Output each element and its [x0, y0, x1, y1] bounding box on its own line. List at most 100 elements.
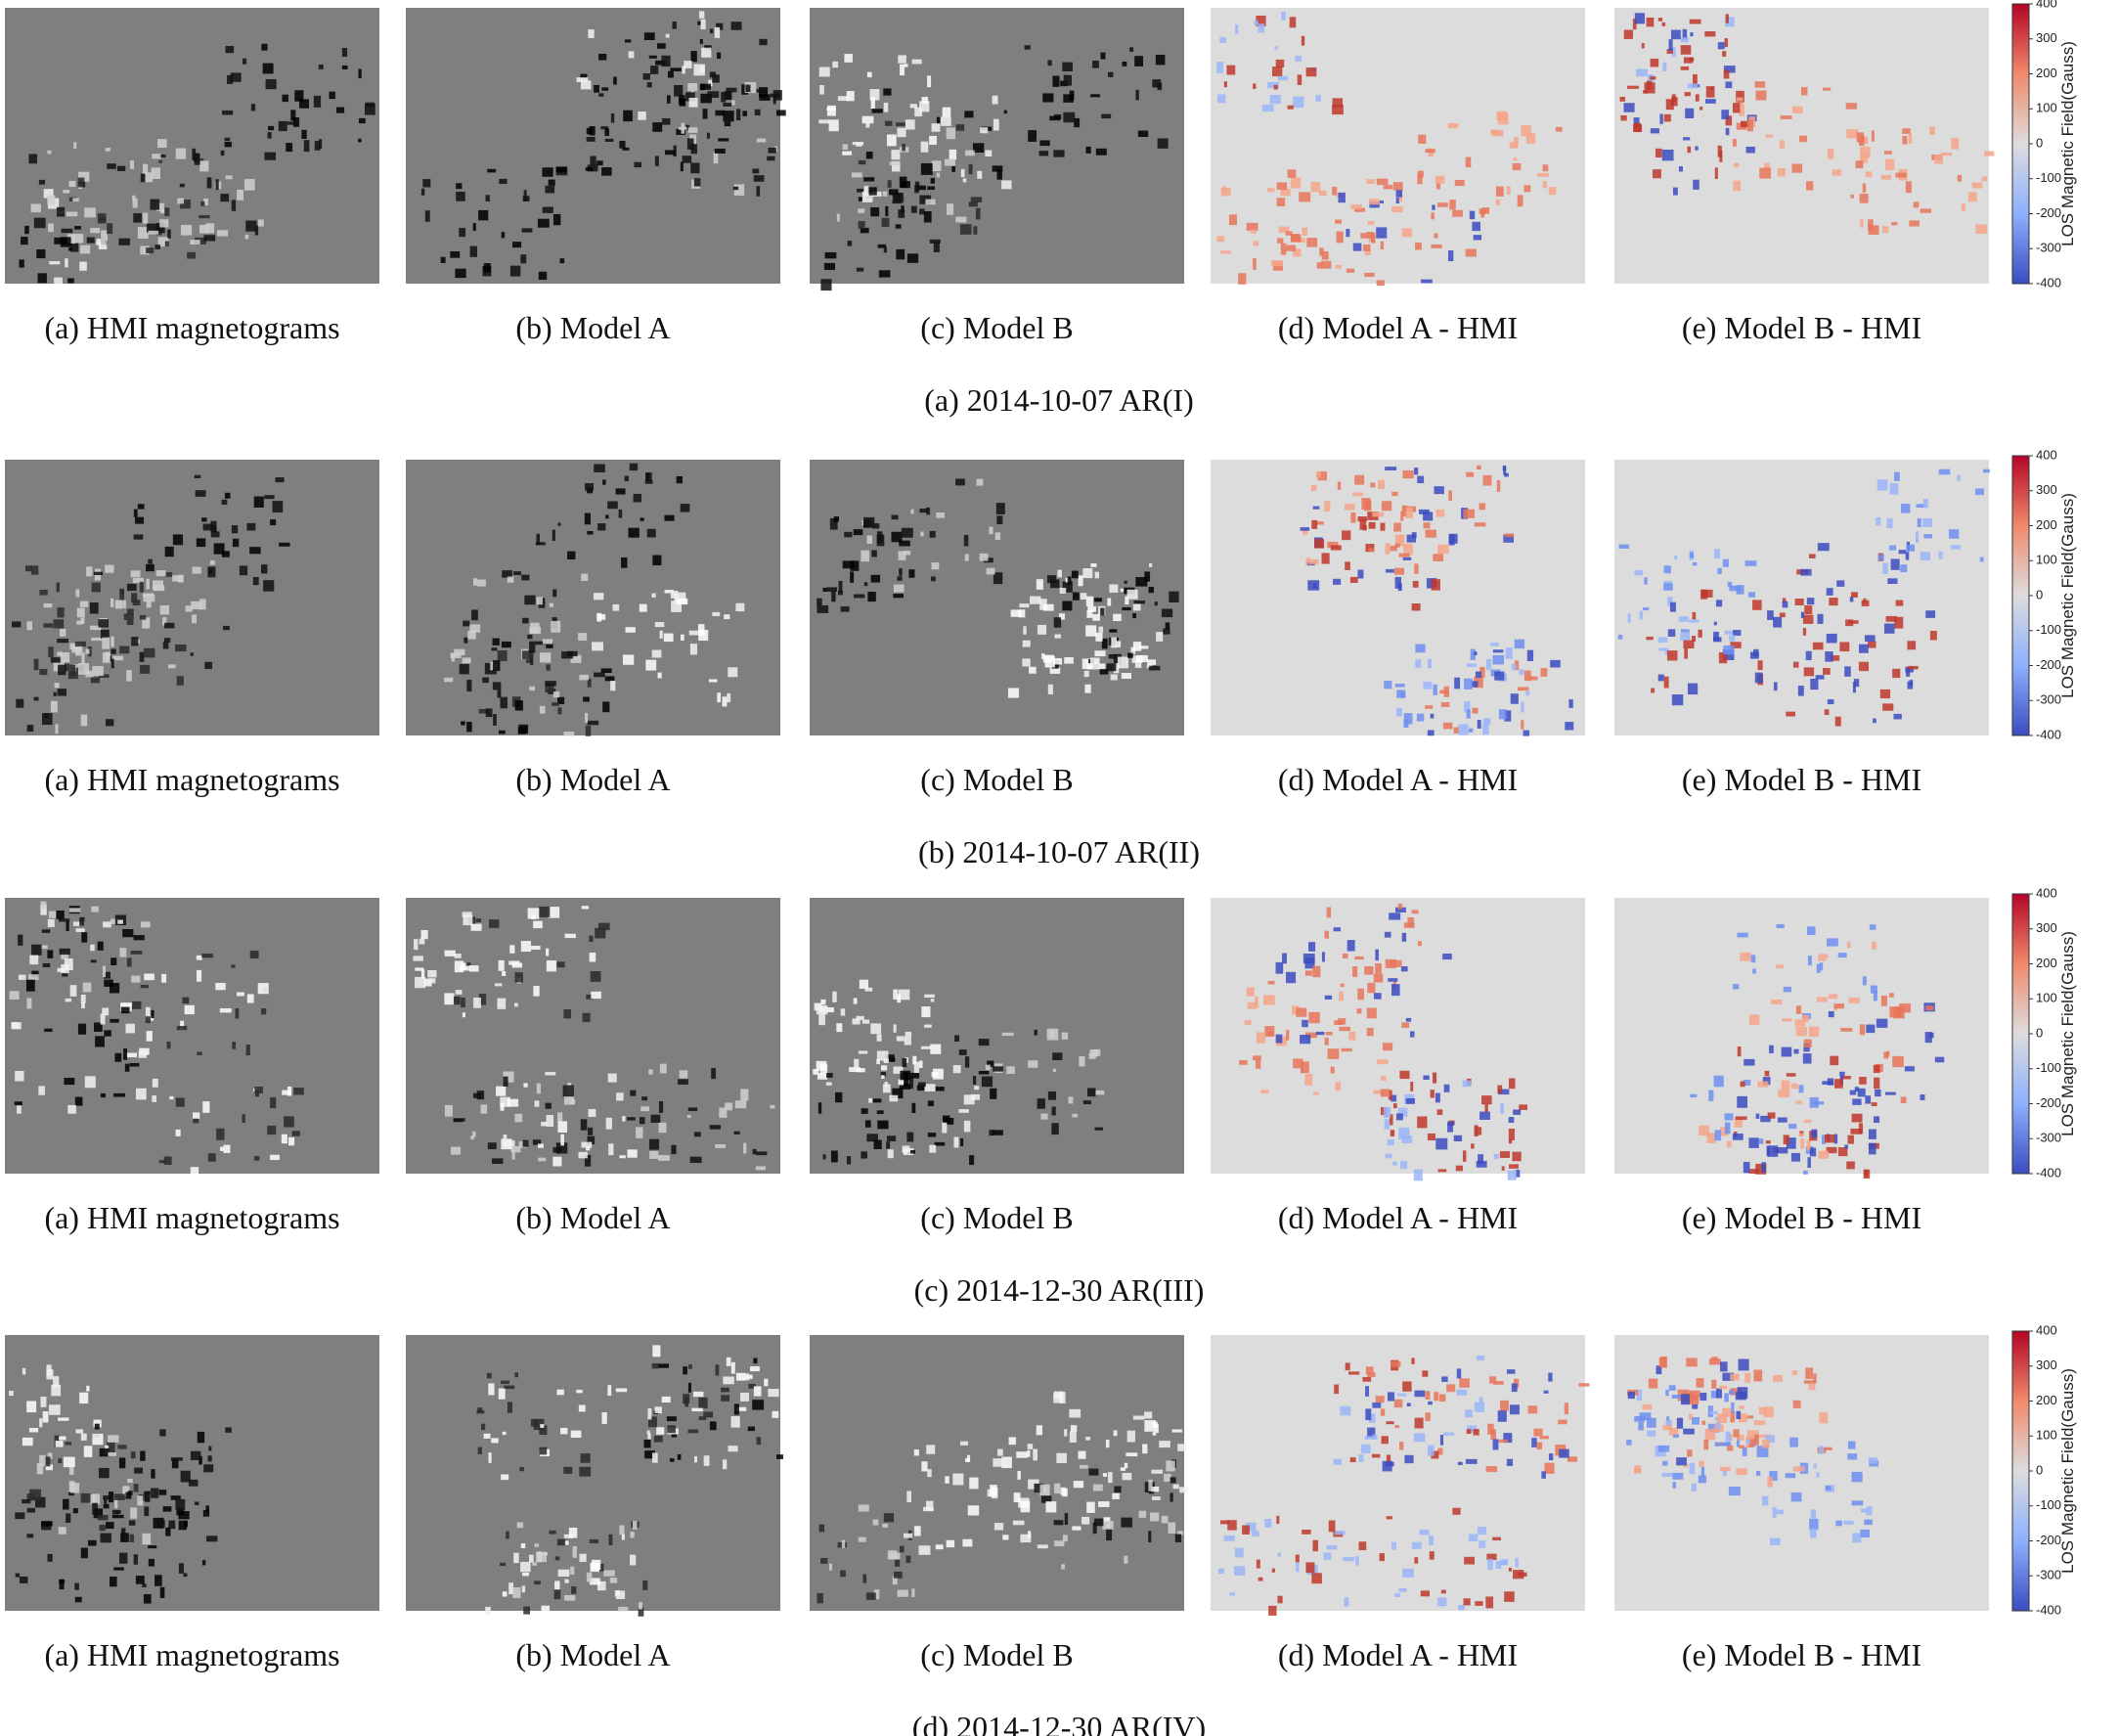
speckle [163, 1156, 172, 1165]
speckle [1800, 568, 1812, 576]
speckle [1381, 1436, 1389, 1445]
speckle [1906, 544, 1916, 552]
speckle [178, 1563, 184, 1574]
speckle [651, 1362, 658, 1369]
speckle [1301, 1061, 1309, 1074]
speckle [968, 163, 973, 175]
speckle [1454, 677, 1461, 690]
speckle [1807, 1157, 1811, 1169]
speckle [232, 1042, 237, 1049]
speckle [364, 104, 375, 115]
speckle [195, 490, 206, 497]
speckle [1435, 1137, 1448, 1150]
speckle [1831, 654, 1840, 661]
speckle [1435, 1092, 1440, 1103]
colorbar-tick-label: 0 [2036, 587, 2043, 601]
speckle [1792, 1466, 1805, 1472]
speckle [1324, 1037, 1329, 1046]
speckle [1706, 1133, 1716, 1143]
speckle [1665, 99, 1674, 111]
speckle [594, 593, 604, 601]
speckle [955, 216, 967, 223]
speckle [117, 1445, 127, 1449]
speckle [147, 1015, 155, 1021]
speckle [420, 968, 425, 979]
speckle [1737, 1095, 1747, 1108]
speckle [1852, 682, 1856, 693]
speckle [1365, 544, 1375, 553]
speckle [501, 641, 511, 648]
speckle [1508, 1138, 1513, 1144]
speckle [927, 75, 932, 88]
speckle [672, 21, 677, 29]
speckle [680, 634, 684, 641]
speckle [76, 607, 85, 618]
speckle [1898, 550, 1907, 555]
speckle [270, 519, 277, 526]
speckle [1860, 146, 1871, 158]
speckle [921, 1006, 931, 1018]
speckle [753, 1358, 758, 1364]
speckle [1893, 713, 1902, 720]
speckle [1003, 110, 1007, 114]
speckle [603, 1570, 615, 1577]
speckle [546, 1115, 554, 1127]
speckle [165, 1527, 171, 1536]
speckle [634, 161, 642, 168]
speckle [1402, 469, 1414, 479]
speckle [157, 237, 169, 247]
speckle [1482, 718, 1491, 725]
speckle [683, 1366, 687, 1375]
speckle [1070, 1425, 1078, 1432]
speckle [1094, 598, 1103, 602]
speckle [876, 1110, 884, 1115]
speckle [993, 1458, 1003, 1467]
speckle [1859, 193, 1869, 203]
speckle [1458, 724, 1469, 735]
speckle [1860, 219, 1864, 228]
speckle [1635, 68, 1648, 77]
speckle [1523, 185, 1531, 193]
speckle [1844, 1144, 1848, 1149]
difference-map [1614, 1335, 1989, 1611]
speckle [459, 228, 466, 238]
speckle [423, 978, 432, 987]
speckle [239, 565, 248, 576]
speckle [683, 1394, 690, 1404]
speckle [933, 242, 940, 252]
speckle [419, 938, 425, 945]
speckle [579, 1466, 592, 1477]
speckle [476, 1409, 485, 1414]
speckle [539, 906, 551, 917]
speckle [1122, 1472, 1132, 1481]
speckle [876, 1034, 882, 1042]
speckle [1753, 648, 1759, 656]
speckle [619, 1525, 625, 1536]
speckle [420, 188, 425, 196]
magnetogram [5, 8, 379, 285]
speckle [698, 11, 705, 19]
speckle [106, 719, 114, 727]
speckle [1097, 663, 1106, 670]
speckle [1808, 1026, 1820, 1037]
speckle [1324, 501, 1331, 512]
speckle [1126, 1430, 1135, 1443]
speckle [1737, 1434, 1744, 1441]
speckle [1504, 1591, 1515, 1602]
speckle [1828, 1010, 1834, 1018]
speckle [1508, 1117, 1515, 1124]
speckle [1477, 720, 1481, 729]
speckle [836, 1023, 843, 1033]
speckle [80, 995, 86, 1003]
speckle [1349, 1457, 1356, 1463]
speckle [1509, 142, 1518, 149]
speckle [1362, 524, 1367, 531]
speckle [9, 1390, 14, 1397]
speckle [514, 700, 523, 711]
speckle [1404, 1454, 1414, 1464]
speckle [461, 997, 465, 1008]
speckle [1521, 720, 1524, 730]
speckle [119, 588, 124, 601]
speckle [80, 1433, 87, 1441]
speckle [1362, 1377, 1372, 1382]
